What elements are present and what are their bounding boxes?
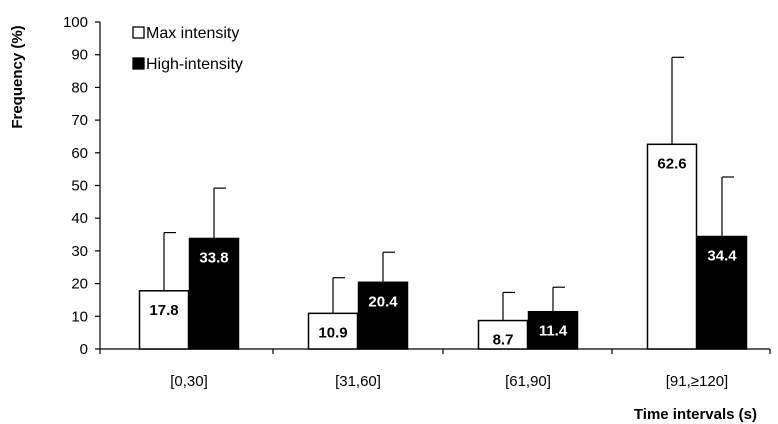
x-axis: [0,30] [31,60] [61,90] [91,≥120] [99,348,771,390]
y-tick-label: 60 [71,145,88,162]
x-tick-label: [0,30] [170,373,208,390]
data-label: 34.4 [707,248,737,265]
bar [477,319,529,350]
bar [188,237,240,350]
x-axis-title: Time intervals (s) [634,406,757,423]
data-label: 11.4 [539,323,568,340]
bar [307,312,359,350]
data-label: 20.4 [368,293,398,310]
data-label: 17.8 [149,302,178,319]
legend-label: High-intensity [146,56,243,73]
x-tick-label: [91,≥120] [666,373,728,390]
y-tick-label: 30 [71,243,88,260]
bar [357,281,409,350]
y-tick-label: 40 [71,210,88,227]
bars [138,143,748,350]
bar [527,310,579,350]
y-axis: 0 10 20 30 40 50 60 70 80 90 100 [63,14,101,358]
y-axis-title: Frequency (%) [9,25,26,128]
y-tick-label: 90 [71,47,88,64]
data-label: 8.7 [493,332,514,349]
legend-swatch [132,26,145,39]
data-label: 33.8 [199,249,228,266]
y-tick-label: 0 [80,341,88,358]
error-bars [163,56,734,321]
y-tick-label: 80 [71,79,88,96]
y-tick-label: 20 [71,276,88,293]
legend: Max intensity High-intensity [132,25,243,73]
bar [696,235,748,350]
data-label: 62.6 [657,155,686,172]
legend-swatch [132,57,145,70]
x-tick-label: [31,60] [335,373,381,390]
data-label: 10.9 [318,324,347,341]
y-tick-label: 10 [71,308,88,325]
x-tick-label: [61,90] [505,373,551,390]
legend-label: Max intensity [146,25,239,42]
y-tick-label: 50 [71,178,88,195]
y-tick-label: 100 [63,14,88,31]
bar [646,143,698,350]
y-tick-label: 70 [71,112,88,129]
bar [138,290,190,350]
data-labels: 17.8 10.9 8.7 62.6 33.8 20.4 11.4 34.4 [149,155,737,348]
